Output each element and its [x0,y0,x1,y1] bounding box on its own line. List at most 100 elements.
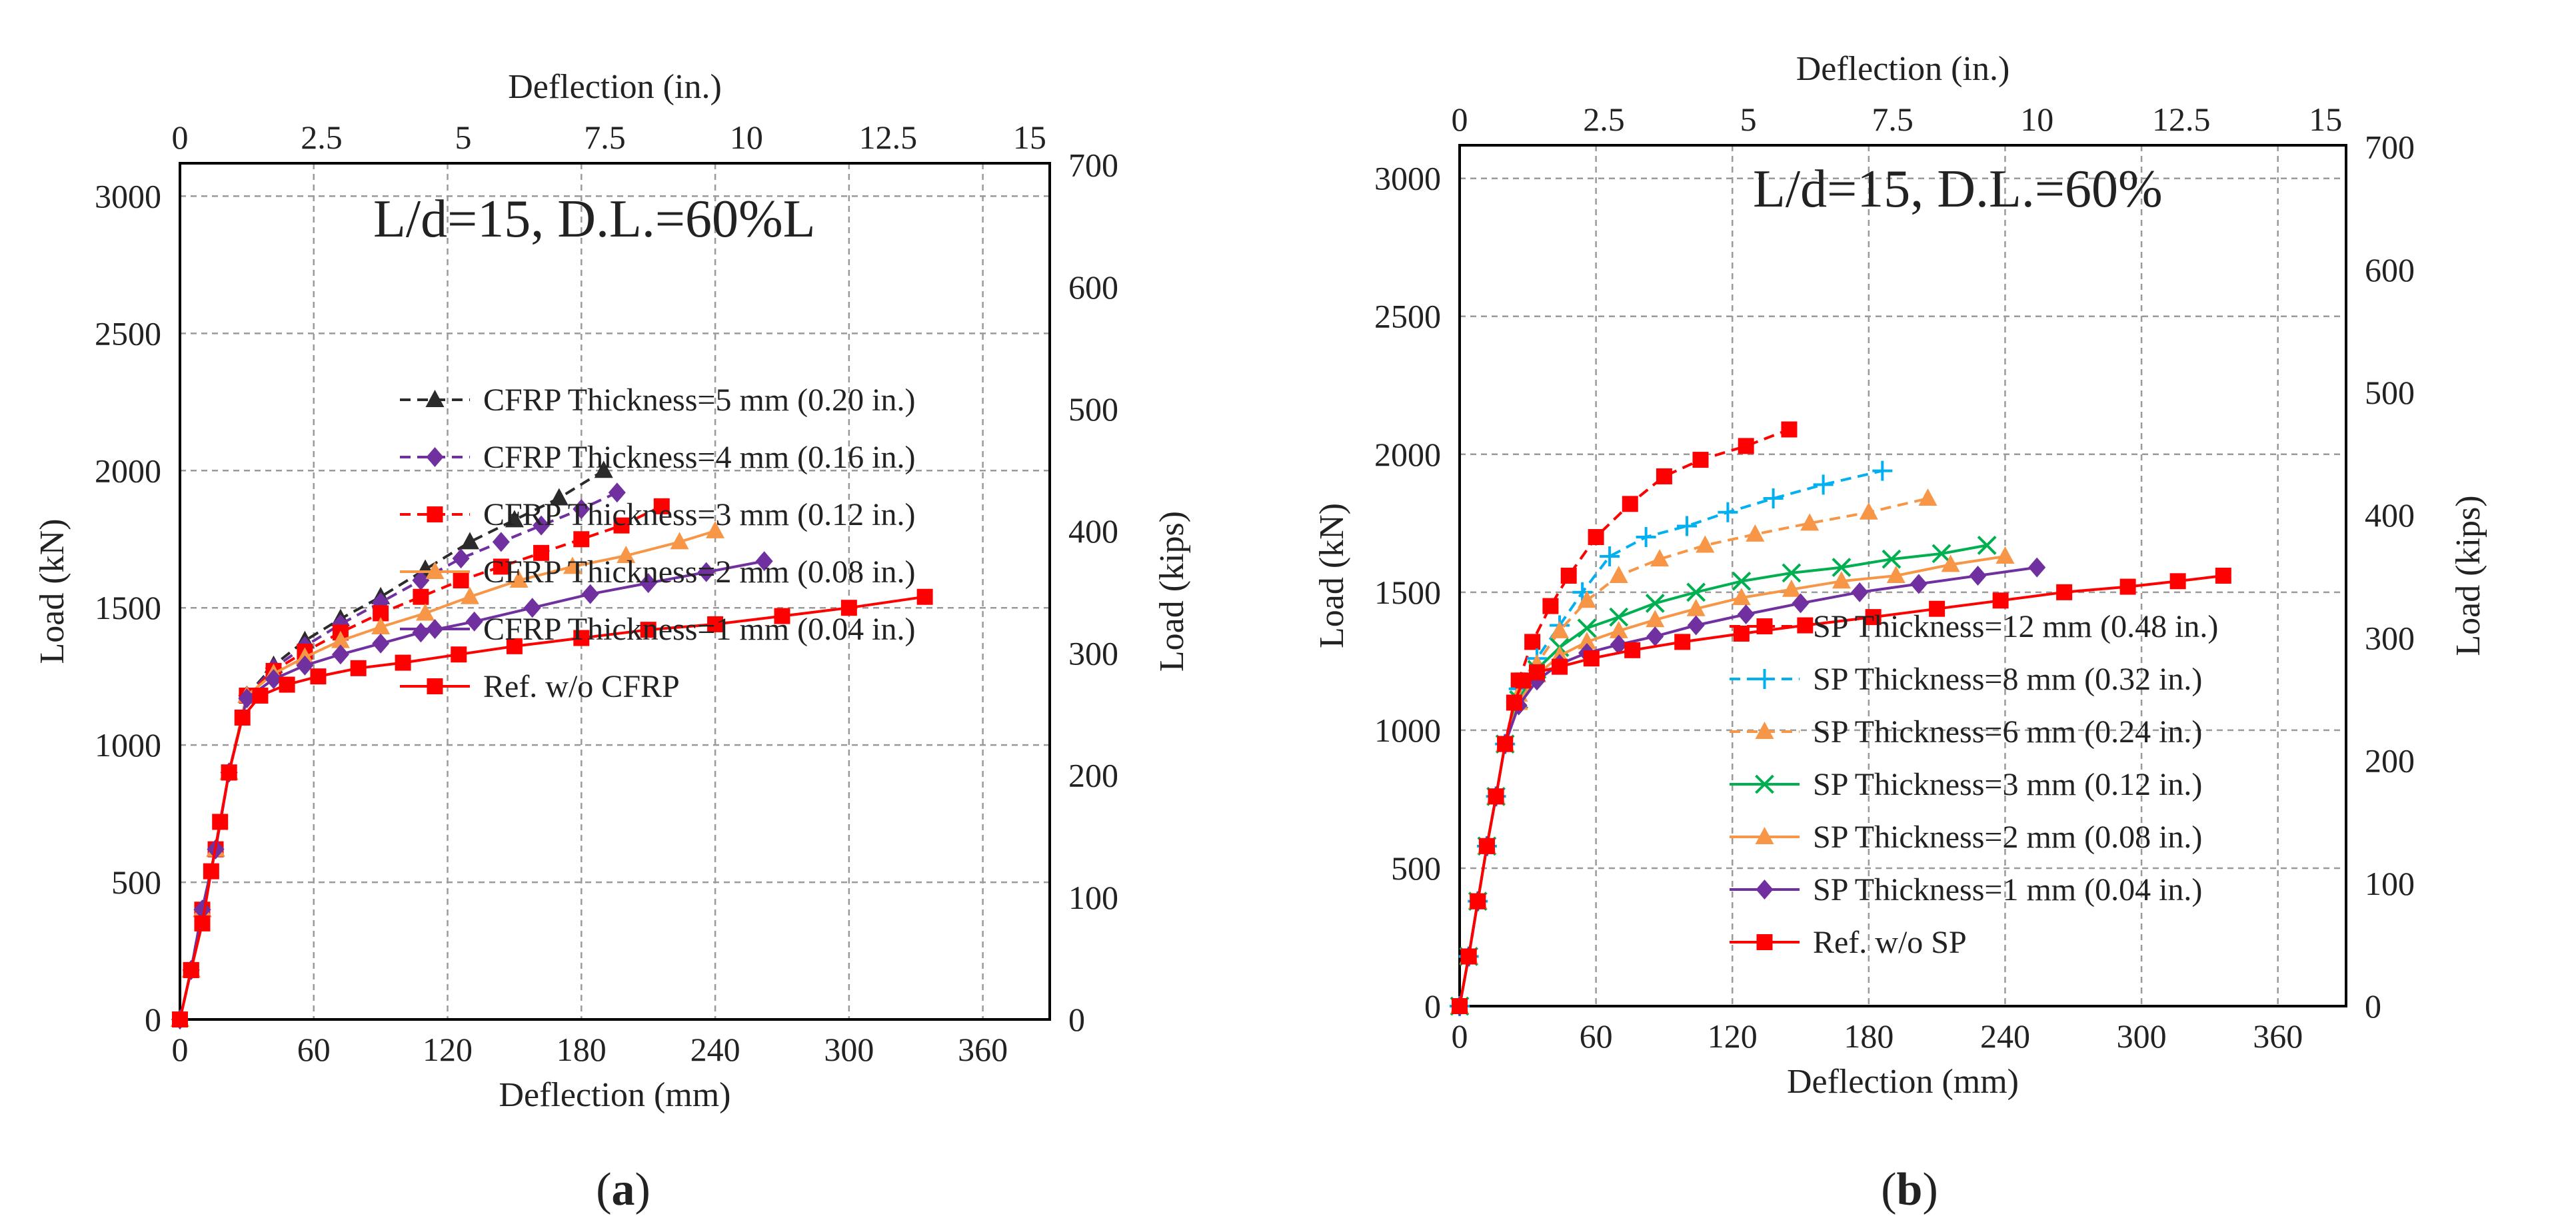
y-tick-label-kips: 500 [2365,374,2415,411]
data-point [1882,549,1902,569]
x-tick-label-mm: 180 [557,1031,607,1068]
chart-b: 0 60 120 180 240 300 3600500100015002000250030… [1313,50,2487,1215]
x-tick-label-in: 2.5 [1583,101,1625,138]
y-tick-label-kips: 200 [2365,742,2415,780]
legend-swatch-marker [426,619,444,639]
data-point [1969,566,1987,586]
x-tick-label-mm: 300 [2117,1017,2167,1055]
data-point [412,570,430,591]
x-tick-label-in: 0 [172,119,189,156]
data-point [1577,590,1596,608]
data-point [265,669,283,690]
y-tick-label-kips: 200 [1068,757,1118,794]
legend-entry-label: SP Thickness=1 mm (0.04 in.) [1813,872,2202,908]
data-point [573,498,591,519]
data-point [412,622,430,643]
data-point [331,644,349,665]
y-tick-label-kn: 3000 [1374,160,1441,197]
data-point [581,584,599,604]
x-tick-label-mm: 0 [172,1031,189,1068]
data-point [1600,546,1620,567]
data-point [221,764,237,781]
x-tick-label-in: 7.5 [584,119,626,156]
data-point [533,544,550,561]
data-point [331,630,350,648]
data-point [2169,573,2186,590]
plot-frame [179,162,1051,1021]
data-point [1588,529,1604,546]
data-point [1674,634,1691,650]
data-point [395,654,411,671]
data-point [1929,600,1945,617]
legend-entry-label: Ref. w/o SP [1813,925,1967,960]
data-point [774,608,790,624]
x-tick-label-mm: 120 [423,1031,473,1068]
caption-letter: b [1897,1164,1923,1215]
chart-annotation: L/d=15, D.L.=60%L [373,190,815,249]
y-tick-label-kips: 700 [2365,129,2415,166]
legend-swatch-marker [1755,774,1774,794]
y-tick-label-kn: 2000 [95,452,161,489]
y-tick-label-kips: 600 [2365,251,2415,289]
legend-entry-label: Ref. w/o CFRP [483,669,680,704]
data-point [1583,650,1600,667]
data-point [509,570,529,588]
data-point [1792,593,1810,614]
series-0 [1452,421,1798,1014]
data-point [1550,620,1570,638]
data-point [670,532,689,550]
y-tick-label-kn: 2000 [1374,436,1441,473]
legend-swatch-marker [427,678,443,694]
y-tick-label-kips: 600 [1068,269,1118,306]
series-line [1458,428,1790,1007]
data-point [1610,634,1628,655]
data-point [252,688,269,704]
legend-swatch-marker [1754,669,1775,689]
data-point [461,532,479,550]
caption-letter: a [612,1164,635,1215]
data-point [563,556,582,574]
data-point [1732,571,1752,591]
data-point [1650,549,1670,567]
data-point [413,588,429,605]
data-point [1738,438,1754,454]
caption-open: ( [1881,1164,1896,1215]
data-point [1677,516,1698,536]
data-point [594,460,613,478]
y-tick-label-kn: 1500 [1374,574,1441,611]
data-point [697,562,715,582]
x-tick-label-mm: 240 [1980,1017,2030,1055]
data-point [1452,998,1468,1014]
data-point [1832,571,1851,589]
x-tick-label-mm: 240 [690,1031,740,1068]
caption-close: ) [635,1164,650,1215]
legend-entry-label: SP Thickness=8 mm (0.32 in.) [1813,662,2202,697]
figure-caption: (a) [596,1164,650,1215]
data-point [1692,452,1709,468]
data-point [617,545,636,563]
legend-swatch-marker [1756,880,1774,900]
x-tick-label-mm: 300 [824,1031,874,1068]
legend-entry-label: SP Thickness=6 mm (0.24 in.) [1813,714,2202,750]
data-point [523,598,541,618]
data-point [279,676,295,693]
data-point [1497,736,1514,752]
data-point [296,655,314,676]
x-tick-label-in: 0 [1452,101,1468,138]
x-tick-label-in: 12.5 [859,119,918,156]
data-point [1646,626,1664,647]
data-point [573,531,590,548]
data-point [416,603,435,621]
legend-swatch-marker [1755,722,1774,739]
y-tick-label-kips: 0 [1068,1001,1085,1038]
data-point [1977,536,1997,555]
x-tick-label-mm: 120 [1708,1017,1758,1055]
data-point [2028,557,2046,578]
y-tick-label-kips: 0 [2365,987,2381,1025]
data-point [1782,563,1802,583]
data-point [1470,893,1486,910]
data-point [653,498,670,514]
data-point [234,709,251,726]
y-axis-title-left: Load (kN) [33,518,71,664]
data-point [1932,544,1951,564]
